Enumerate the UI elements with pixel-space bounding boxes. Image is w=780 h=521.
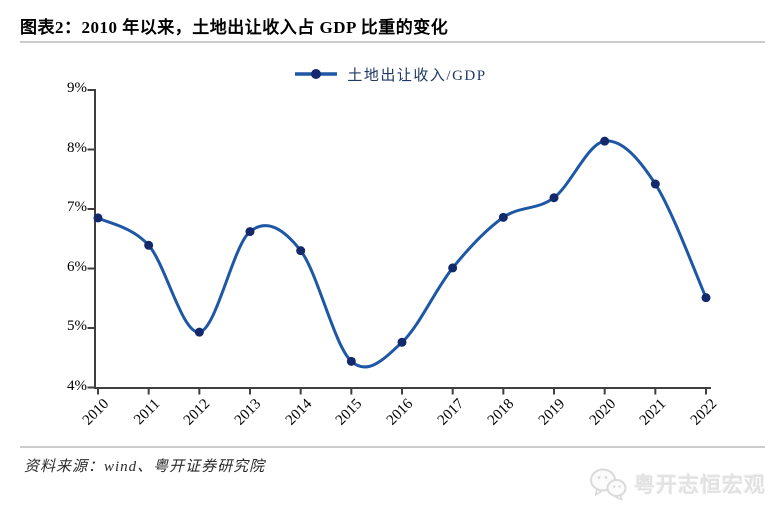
y-axis-label: 7% — [67, 199, 87, 215]
data-point-marker — [650, 179, 660, 189]
footer-separator — [20, 446, 765, 448]
legend-line-marker-icon — [295, 69, 338, 79]
y-axis-label: 5% — [67, 318, 87, 334]
data-point-marker — [549, 193, 559, 203]
series-markers — [93, 136, 711, 366]
data-point-marker — [448, 263, 458, 273]
watermark-label: 粤开志恒宏观 — [634, 473, 766, 497]
data-point-marker — [144, 240, 154, 250]
watermark: 粤开志恒宏观 — [589, 467, 766, 501]
data-point-marker — [498, 212, 508, 222]
axis-ticks — [87, 89, 707, 395]
y-axis-label: 4% — [67, 377, 87, 394]
data-point-marker — [296, 246, 306, 256]
data-point-marker — [701, 293, 711, 303]
data-point-marker — [93, 213, 103, 223]
figure-title: 图表2：2010 年以来，土地出让收入占 GDP 比重的变化 — [20, 18, 449, 37]
title-separator — [20, 41, 765, 43]
source-note: 资料来源：wind、粤开证券研究院 — [24, 459, 266, 475]
legend-label: 土地出让收入/GDP — [347, 67, 487, 84]
chart-legend: 土地出让收入/GDP — [0, 63, 780, 85]
data-point-marker — [245, 227, 255, 237]
y-axis-label: 9% — [67, 80, 87, 96]
series-line — [96, 139, 708, 369]
data-point-marker — [194, 327, 204, 337]
data-point-marker — [397, 337, 407, 347]
data-point-marker — [346, 356, 356, 366]
wechat-icon — [590, 468, 627, 501]
y-axis-label: 6% — [67, 258, 87, 275]
data-point-marker — [600, 136, 610, 146]
y-axis-label: 8% — [67, 139, 87, 156]
